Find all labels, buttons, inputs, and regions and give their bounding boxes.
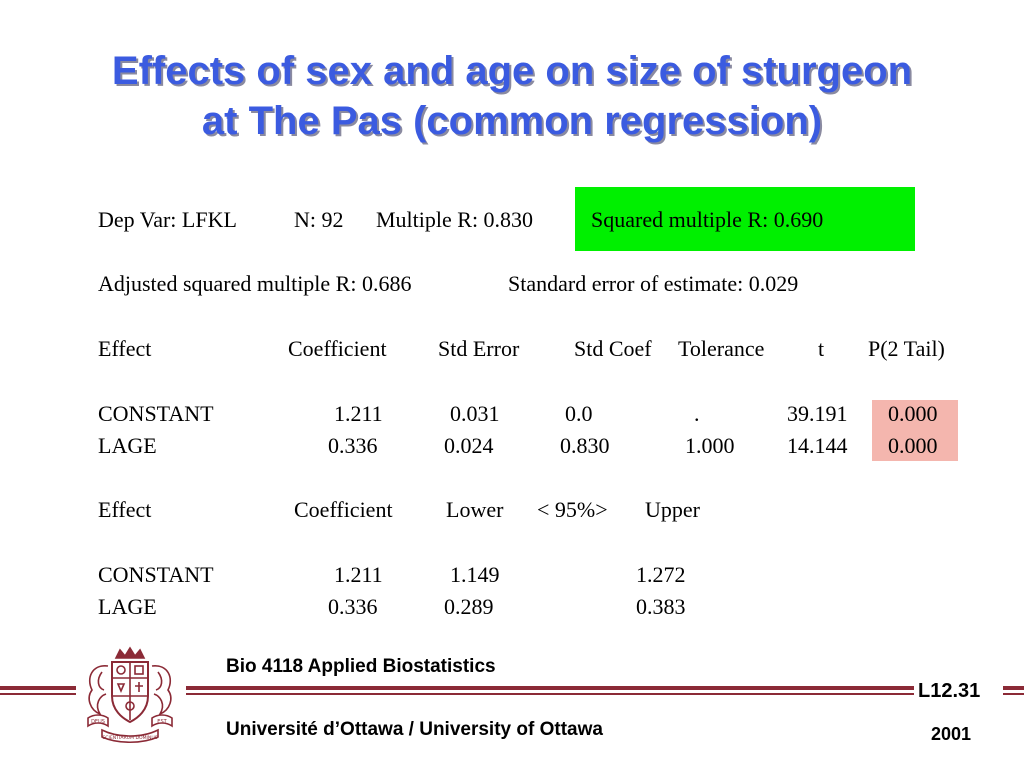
ci-row-lage-effect: LAGE bbox=[98, 594, 157, 619]
n-text: N: 92 bbox=[294, 207, 344, 232]
footer-rule-main bbox=[186, 686, 914, 690]
squared-multiple-r-text: Squared multiple R: 0.690 bbox=[591, 207, 824, 232]
coef-row-lage-t: 14.144 bbox=[787, 433, 848, 458]
coef-row-constant-effect: CONSTANT bbox=[98, 401, 214, 426]
crest-motto-bottom: SCIENTIARUM DOMINUS bbox=[102, 735, 157, 741]
slide-title-line2: at The Pas (common regression) bbox=[201, 99, 823, 143]
squared-r-highlight bbox=[575, 187, 915, 251]
coef-row-constant-std-coef: 0.0 bbox=[565, 401, 593, 426]
dep-var-text: Dep Var: LFKL bbox=[98, 207, 237, 232]
coef-header-std-coef: Std Coef bbox=[574, 336, 652, 361]
footer-rule-left-thin bbox=[0, 693, 76, 695]
ci-header-95: < 95%> bbox=[537, 497, 608, 522]
coef-row-constant-t: 39.191 bbox=[787, 401, 848, 426]
ci-row-lage-upper: 0.383 bbox=[636, 594, 686, 619]
coef-row-lage-coefficient: 0.336 bbox=[328, 433, 378, 458]
ci-row-constant-coefficient: 1.211 bbox=[334, 562, 383, 587]
coef-row-lage-tolerance: 1.000 bbox=[685, 433, 735, 458]
coef-header-effect: Effect bbox=[98, 336, 152, 361]
slide-title-line1: Effects of sex and age on size of sturge… bbox=[111, 49, 913, 93]
coef-header-tolerance: Tolerance bbox=[678, 336, 765, 361]
footer-rule-left bbox=[0, 686, 76, 690]
coef-row-constant-tolerance: . bbox=[694, 401, 700, 426]
std-error-estimate-text: Standard error of estimate: 0.029 bbox=[508, 271, 799, 296]
coef-header-coefficient: Coefficient bbox=[288, 336, 387, 361]
crest-motto-right: EST bbox=[157, 719, 167, 725]
coef-row-constant-std-error: 0.031 bbox=[450, 401, 500, 426]
university-name: Université d’Ottawa / University of Otta… bbox=[226, 719, 603, 740]
coef-row-lage-effect: LAGE bbox=[98, 433, 157, 458]
ci-row-constant-effect: CONSTANT bbox=[98, 562, 214, 587]
adjusted-r-text: Adjusted squared multiple R: 0.686 bbox=[98, 271, 412, 296]
coef-row-constant-p: 0.000 bbox=[888, 401, 938, 426]
coef-row-lage-p: 0.000 bbox=[888, 433, 938, 458]
footer-rule-right bbox=[1003, 686, 1024, 690]
ci-header-coefficient: Coefficient bbox=[294, 497, 393, 522]
slide-title: Effects of sex and age on size of sturge… bbox=[0, 46, 1024, 146]
footer-rule-main-thin bbox=[186, 693, 914, 695]
coef-row-constant-coefficient: 1.211 bbox=[334, 401, 383, 426]
slide-number: L12.31 bbox=[918, 680, 981, 702]
ci-row-constant-lower: 1.149 bbox=[450, 562, 500, 587]
course-title: Bio 4118 Applied Biostatistics bbox=[226, 656, 496, 677]
ci-header-lower: Lower bbox=[446, 497, 504, 522]
ci-row-constant-upper: 1.272 bbox=[636, 562, 686, 587]
coef-row-lage-std-error: 0.024 bbox=[444, 433, 494, 458]
university-crest-icon: DEUS EST SCIENTIARUM DOMINUS bbox=[87, 646, 173, 744]
p-value-highlight bbox=[872, 400, 958, 461]
footer-rule-right-thin bbox=[1003, 693, 1024, 695]
year-text: 2001 bbox=[931, 724, 972, 744]
coef-header-t: t bbox=[818, 336, 825, 361]
ci-row-lage-lower: 0.289 bbox=[444, 594, 494, 619]
coef-row-lage-std-coef: 0.830 bbox=[560, 433, 610, 458]
coef-header-std-error: Std Error bbox=[438, 336, 520, 361]
ci-header-effect: Effect bbox=[98, 497, 152, 522]
coef-header-p: P(2 Tail) bbox=[868, 336, 945, 361]
ci-row-lage-coefficient: 0.336 bbox=[328, 594, 378, 619]
multiple-r-text: Multiple R: 0.830 bbox=[376, 207, 534, 232]
crest-motto-left: DEUS bbox=[91, 719, 105, 725]
ci-header-upper: Upper bbox=[645, 497, 700, 522]
